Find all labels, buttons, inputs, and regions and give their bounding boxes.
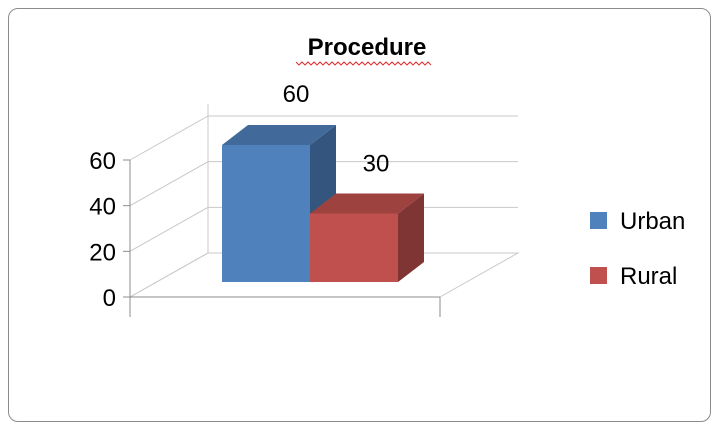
bar-top-face <box>222 125 336 145</box>
bar-side-face <box>398 193 424 282</box>
y-tick-label: 20 <box>89 239 116 266</box>
bar-front-face <box>222 145 310 282</box>
bar-rural <box>310 193 424 282</box>
y-tick-label: 60 <box>89 148 116 175</box>
title-spellcheck-underline <box>295 61 432 66</box>
legend-swatch <box>590 212 607 229</box>
data-label-rural: 30 <box>363 151 390 178</box>
chart-title: Procedure <box>308 34 427 61</box>
legend-item-rural: Rural <box>590 263 677 290</box>
y-tick-label: 0 <box>103 285 116 312</box>
data-label-urban: 60 <box>283 81 310 108</box>
legend-label: Urban <box>620 208 685 235</box>
side-gridline <box>129 161 209 207</box>
side-gridline <box>129 115 209 161</box>
side-gridline <box>129 252 209 298</box>
bar-front-face <box>310 213 398 282</box>
bar-urban <box>222 125 336 282</box>
legend-label: Rural <box>620 263 677 290</box>
legend-swatch <box>590 267 607 284</box>
y-tick-label: 40 <box>89 194 116 221</box>
legend-item-urban: Urban <box>590 208 685 235</box>
bar-top-face <box>310 193 424 214</box>
side-gridline <box>129 206 209 252</box>
